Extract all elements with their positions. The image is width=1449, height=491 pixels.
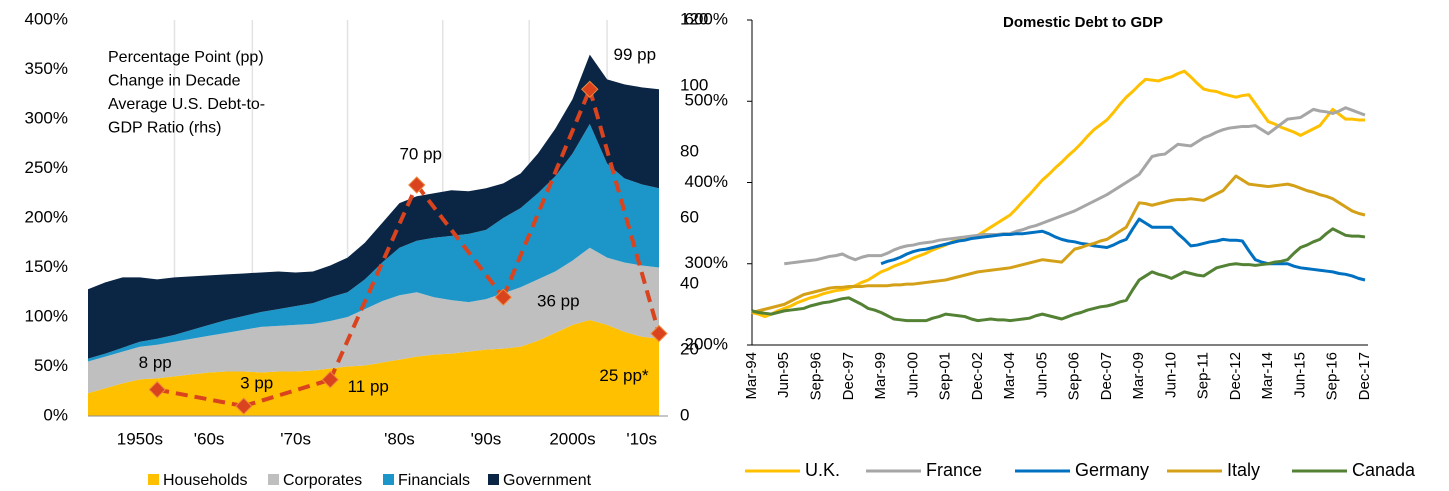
y2-tick-label: 80 [680,141,699,160]
x-tick-label: Jun-15 [1291,352,1308,398]
x-tick-label: 2000s [549,429,595,448]
y-tick-label: 600% [685,9,728,28]
data-label: 3 pp [240,374,273,393]
right-chart: Domestic Debt to GDP 200% 300% 400% 500% 600… [685,9,1417,479]
y2-tick-label: 100 [680,75,708,94]
y-tick-label: 400% [685,172,728,191]
y-tick-label: 0% [43,405,68,424]
legend-label: Italy [1227,460,1260,480]
series-line [751,227,1366,323]
area [88,123,659,362]
marker [235,397,253,415]
x-tick-label: Sep-01 [937,352,954,400]
x-tick-label: Dec-97 [840,352,857,400]
annotation: Percentage Point (pp) [108,49,264,66]
y-tick-label: 250% [25,158,68,177]
data-label: 36 pp [537,292,580,311]
legend-swatch [148,474,159,485]
marker [494,288,512,306]
x-tick-label: Jun-05 [1033,352,1050,398]
y-tick-label: 500% [685,91,728,110]
marker [148,380,166,399]
y-tick-label: 150% [25,257,68,276]
marker [581,80,599,99]
marker [408,176,426,194]
annotation: Average U.S. Debt-to- [108,96,265,113]
chart-title: Domestic Debt to GDP [1003,14,1163,31]
x-tick-label: Sep-06 [1066,352,1083,400]
x-tick-label: '90s [471,429,502,448]
x-tick-label: Dec-17 [1356,352,1373,400]
area [88,247,659,394]
series-line [880,217,1366,282]
x-tick-label: '60s [194,429,225,448]
legend-label: Financials [398,472,470,489]
x-tick-label: Dec-02 [969,352,986,400]
legend-label: Canada [1352,460,1416,480]
y-tick-label: 200% [685,334,728,353]
y-tick-label: 50% [34,356,68,375]
annotation: GDP Ratio (rhs) [108,120,222,137]
y2-tick-label: 0 [680,405,689,424]
series-line [784,106,1366,266]
x-tick-label: '80s [384,429,415,448]
marker [321,370,339,389]
legend-swatch [488,474,499,485]
rhs-line-segment [328,184,419,381]
data-label: 11 pp [348,377,389,396]
x-tick-label: '10s [626,429,657,448]
rhs-line-segment [415,183,505,299]
annotation: Change in Decade [108,73,241,90]
x-tick-label: Mar-09 [1130,352,1147,400]
x-tick-label: Sep-16 [1324,352,1341,400]
x-tick-label: Dec-12 [1227,352,1244,400]
y-tick-label: 300% [25,108,68,127]
marker [650,324,668,343]
series-line [751,69,1365,319]
y-tick-label: 300% [685,253,728,272]
legend-label: Government [503,472,592,489]
x-tick-label: Dec-07 [1098,352,1115,400]
area [88,319,659,416]
legend-swatch [383,474,394,485]
x-tick-label: Mar-94 [743,352,760,400]
y-tick-label: 100% [25,306,68,325]
legend-label: Households [163,472,248,489]
data-label: 8 pp [139,353,172,372]
x-tick-label: Mar-99 [872,352,889,400]
data-label: 70 pp [399,144,442,163]
y2-tick-label: 40 [680,273,699,292]
data-label: 99 pp [614,45,657,64]
x-tick-label: Sep-96 [807,352,824,400]
rhs-line-segment [587,88,661,335]
legend-label: Germany [1075,460,1149,480]
legend-label: U.K. [805,460,840,480]
x-tick-label: Jun-00 [904,352,921,398]
y-tick-label: 350% [25,59,68,78]
left-chart: 0% 50% 100% 150% 200% 250% 300% 350% 400% 0 20 40 60… [25,9,709,489]
data-label: 25 pp* [599,366,649,385]
x-tick-label: Sep-11 [1195,352,1212,399]
x-tick-label: Mar-04 [1001,352,1018,400]
y2-tick-label: 120 [680,9,708,28]
y2-tick-label: 20 [680,339,699,358]
x-tick-label: Jun-95 [775,352,792,398]
legend-label: France [926,460,982,480]
legend-label: Corporates [283,472,362,489]
legend-swatch [268,474,279,485]
rhs-line-segment [243,377,331,409]
x-tick-label: '70s [280,429,311,448]
rhs-line-segment [156,387,245,409]
y2-tick-label: 60 [680,207,699,226]
y-tick-label: 200% [25,207,68,226]
series-line [751,174,1366,314]
x-tick-label: 1950s [117,429,163,448]
y-tick-label: 400% [25,9,68,28]
x-tick-label: Jun-10 [1162,352,1179,398]
area [88,54,659,359]
x-tick-label: Mar-14 [1259,352,1276,400]
